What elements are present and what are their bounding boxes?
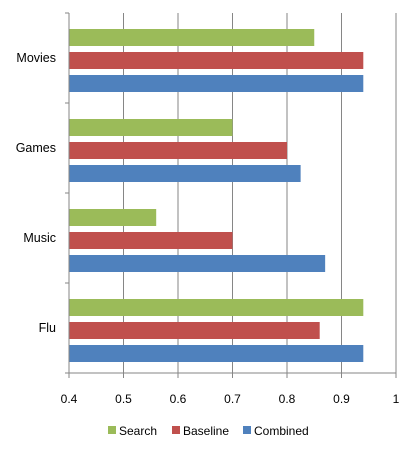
legend-swatch-baseline — [172, 426, 180, 434]
bar-search-games — [69, 119, 233, 136]
bar-baseline-flu — [69, 322, 320, 339]
bars — [69, 29, 364, 362]
category-label: Games — [16, 141, 56, 155]
x-tick-label: 0.8 — [279, 392, 296, 406]
bar-baseline-music — [69, 232, 233, 249]
legend: Search Baseline Combined — [108, 424, 309, 438]
bar-combined-games — [69, 165, 301, 182]
category-label: Movies — [16, 51, 56, 65]
bar-search-flu — [69, 299, 364, 316]
x-tick-label: 0.4 — [61, 392, 78, 406]
legend-label-baseline: Baseline — [183, 424, 229, 438]
x-tick-label: 0.7 — [224, 392, 241, 406]
legend-swatch-combined — [243, 426, 251, 434]
x-tick-label: 0.6 — [170, 392, 187, 406]
bar-baseline-movies — [69, 52, 364, 69]
legend-label-combined: Combined — [254, 424, 309, 438]
bar-search-music — [69, 209, 157, 226]
category-label: Music — [23, 231, 56, 245]
x-tick-label: 0.9 — [333, 392, 350, 406]
x-tick-label: 1 — [393, 392, 400, 406]
bar-search-movies — [69, 29, 315, 46]
axes: 0.4 0.5 0.6 0.7 0.8 0.9 1 Movies Games Music Flu — [16, 12, 400, 406]
legend-swatch-search — [108, 426, 116, 434]
x-tick-label: 0.5 — [115, 392, 132, 406]
bar-combined-flu — [69, 345, 364, 362]
category-label: Flu — [39, 321, 56, 335]
bar-combined-movies — [69, 75, 364, 92]
bar-baseline-games — [69, 142, 287, 159]
legend-label-search: Search — [119, 424, 157, 438]
bar-combined-music — [69, 255, 326, 272]
